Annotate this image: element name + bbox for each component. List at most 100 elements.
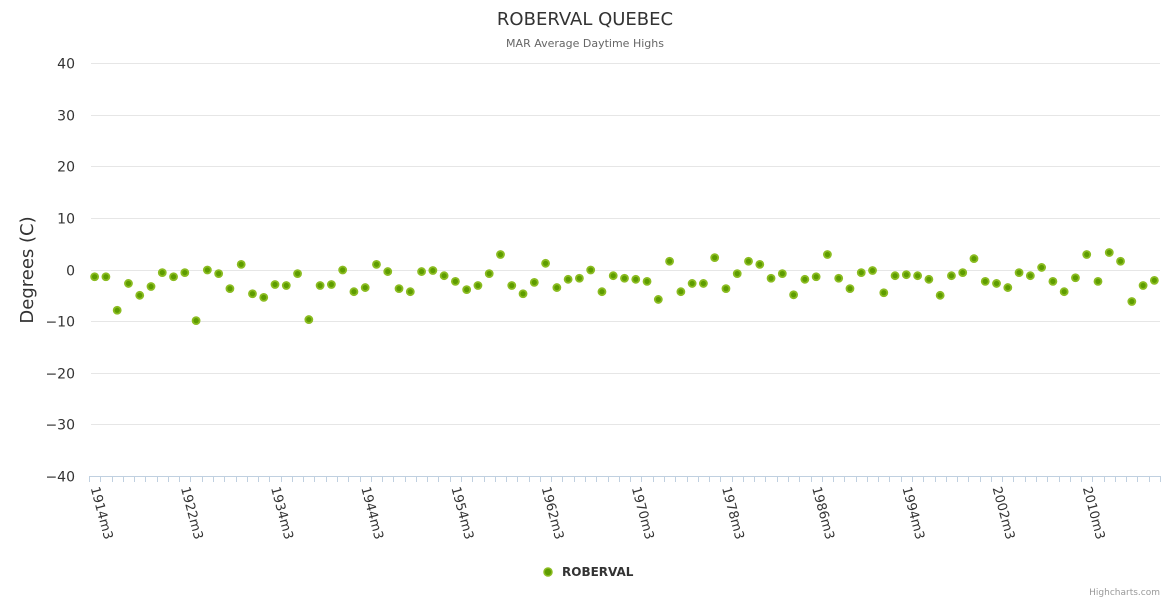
data-point <box>789 290 799 300</box>
y-tick-label: −10 <box>45 315 75 331</box>
data-point <box>236 259 246 269</box>
data-point <box>766 273 776 283</box>
data-point <box>270 280 280 289</box>
data-point <box>687 279 697 288</box>
data-point <box>1127 297 1137 306</box>
y-tick-label: −30 <box>45 418 75 434</box>
data-point <box>620 273 629 283</box>
data-point <box>845 284 855 294</box>
data-point <box>992 279 1001 288</box>
y-tick-label: −40 <box>45 470 75 486</box>
data-point <box>529 278 539 287</box>
data-point <box>597 287 607 297</box>
data-point <box>653 295 663 304</box>
data-point <box>315 281 325 290</box>
y-axis-labels: 40 30 20 10 0 −10 −20 −30 −40 <box>45 57 75 486</box>
data-point <box>484 269 494 279</box>
data-point <box>924 274 934 284</box>
data-point <box>732 269 742 279</box>
data-point <box>834 273 844 283</box>
data-point <box>281 281 291 290</box>
data-point <box>304 315 314 324</box>
x-tick-label: 1962m3 <box>538 485 566 541</box>
data-point <box>383 267 393 276</box>
chart-subtitle: MAR Average Daytime Highs <box>506 37 664 50</box>
data-point <box>338 265 348 275</box>
data-point <box>901 270 911 280</box>
data-point <box>180 268 190 277</box>
data-point <box>248 289 257 299</box>
data-point <box>349 287 359 297</box>
data-point <box>293 269 302 279</box>
data-point <box>169 272 178 282</box>
credits-link[interactable]: Highcharts.com <box>1089 588 1160 598</box>
data-point <box>259 292 269 302</box>
series-roberval <box>90 248 1159 326</box>
x-tick-label: 1978m3 <box>718 485 746 541</box>
data-point <box>631 274 641 284</box>
data-point <box>112 305 122 315</box>
data-point <box>665 256 674 266</box>
data-point <box>394 284 404 294</box>
legend-item-roberval[interactable]: ROBERVAL <box>543 565 634 579</box>
data-point <box>372 259 381 269</box>
data-point <box>1037 263 1047 272</box>
y-axis-title: Degrees (C) <box>17 216 38 323</box>
data-point <box>1116 256 1125 266</box>
data-point <box>135 290 145 300</box>
x-tick-label: 1954m3 <box>448 485 476 541</box>
data-point <box>1014 268 1024 277</box>
data-point <box>405 287 415 297</box>
data-point <box>1059 287 1069 297</box>
data-point <box>462 285 472 295</box>
data-point <box>473 281 483 290</box>
y-tick-label: 10 <box>57 212 75 228</box>
data-point <box>575 273 584 283</box>
data-point <box>428 266 438 275</box>
y-tick-label: 30 <box>57 109 75 125</box>
x-tick-label: 1914m3 <box>87 485 115 541</box>
data-point <box>868 266 877 275</box>
data-point <box>417 267 426 276</box>
gridlines <box>91 63 1160 425</box>
data-point <box>541 258 550 268</box>
y-tick-label: 0 <box>66 264 75 280</box>
data-point <box>1149 275 1159 285</box>
data-point <box>608 271 618 281</box>
data-point <box>642 276 652 286</box>
data-point <box>676 287 686 297</box>
legend-marker <box>543 567 553 577</box>
data-point <box>1138 281 1148 290</box>
data-point <box>879 288 889 298</box>
data-point <box>326 280 336 289</box>
data-point <box>811 272 821 282</box>
data-point <box>913 271 923 281</box>
data-point <box>699 279 708 288</box>
data-point <box>507 281 517 290</box>
data-point <box>721 284 731 294</box>
data-point <box>191 316 201 326</box>
x-tick-label: 1986m3 <box>808 485 836 541</box>
data-point <box>360 283 370 292</box>
data-point <box>1082 250 1092 259</box>
data-point <box>214 269 224 279</box>
data-point <box>586 265 596 275</box>
data-point <box>969 254 979 264</box>
x-axis: 1914m3 1922m3 1934m3 1944m3 1954m3 1962m3 1970… <box>87 476 1161 541</box>
x-tick-label: 1922m3 <box>177 485 205 541</box>
data-point <box>980 276 990 286</box>
data-point <box>800 274 810 284</box>
data-point <box>146 282 156 291</box>
data-point <box>710 253 720 263</box>
y-tick-label: 20 <box>57 160 75 176</box>
data-point <box>1003 283 1013 292</box>
data-point <box>496 250 505 259</box>
data-point <box>744 256 753 266</box>
data-point <box>935 290 945 300</box>
data-point <box>101 272 111 282</box>
x-tick-label: 1944m3 <box>357 485 385 541</box>
data-point <box>1093 276 1103 286</box>
data-point <box>755 259 765 269</box>
data-point <box>856 268 866 277</box>
